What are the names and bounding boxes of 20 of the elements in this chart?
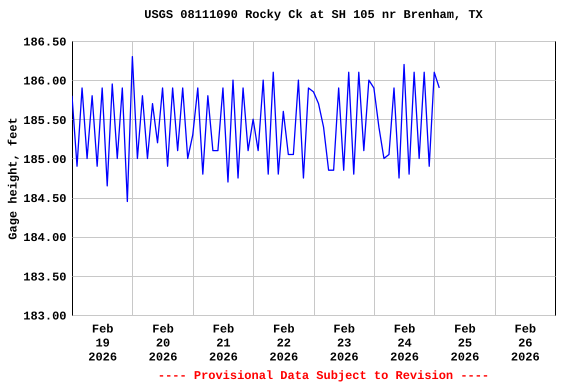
line-series <box>72 56 440 202</box>
y-tick-label: 184.00 <box>23 231 66 246</box>
x-tick-label: Feb 22 2026 <box>269 322 298 364</box>
y-axis-title: Gage height, feet <box>6 117 20 240</box>
y-tick-label: 183.00 <box>23 310 66 324</box>
x-tick-label: Feb 20 2026 <box>148 322 178 364</box>
y-tick-label: 183.50 <box>23 270 66 284</box>
x-tick-label: Feb 26 2026 <box>510 322 540 364</box>
y-tick-label: 185.50 <box>23 114 66 128</box>
x-tick-label: Feb 24 2026 <box>390 322 419 364</box>
y-tick-label: 185.00 <box>23 152 66 167</box>
chart-title: USGS 08111090 Rocky Ck at SH 105 nr Brenham, TX <box>144 8 484 22</box>
x-tick-label: Feb 23 2026 <box>330 322 359 364</box>
y-tick-label: 186.00 <box>23 74 66 89</box>
x-tick-label: Feb 21 2026 <box>209 322 238 364</box>
text: ---- Provisional Data Subject to Revision ---- <box>158 369 490 383</box>
x-tick-label: Feb 25 2026 <box>450 322 480 364</box>
y-tick-label: 184.50 <box>23 192 66 206</box>
y-tick-label: 186.50 <box>23 36 66 50</box>
x-tick-label: Feb 19 2026 <box>88 322 118 364</box>
